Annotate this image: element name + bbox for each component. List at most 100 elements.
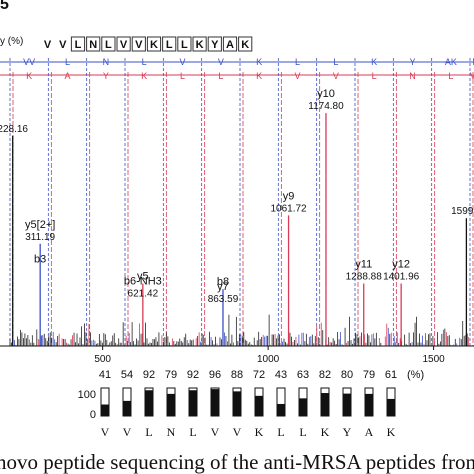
confidence-bar-fill [387, 398, 395, 416]
confidence-residue: V [101, 425, 110, 439]
spectrum-plot: 228.16115.08b3y5[2+]311.19y5b6-NH3621.42… [0, 88, 474, 346]
y-ladder-residue: N [103, 57, 110, 67]
peak-ion-label: b6-NH3 [124, 276, 162, 288]
b-ladder-residue: L [218, 71, 223, 81]
confidence-scale-high: 100 [78, 389, 96, 401]
sequence-residue-box [86, 36, 101, 52]
peak-mz-label: 311.19 [25, 232, 55, 243]
b-ladder-residue: L [180, 71, 185, 81]
sequence-residue: L [166, 39, 173, 51]
confidence-bar-fill [189, 390, 197, 416]
sequence-residue-box [222, 36, 238, 52]
y-ladder-residue: L [295, 57, 300, 67]
confidence-residue: N [167, 425, 176, 439]
peak-ion-label: y12 [392, 259, 410, 271]
peak-mz-label: 1288.88 [346, 272, 383, 283]
confidence-score: 63 [297, 369, 309, 381]
header-prefix-text: y (%) [0, 36, 24, 47]
header-prefix: y (%) [0, 36, 23, 47]
y-ladder-residue: L [142, 57, 147, 67]
peak-ion-label: y9 [283, 190, 295, 202]
sequence-residue: K [150, 39, 158, 51]
confidence-score: 80 [341, 369, 353, 381]
sequence-residue-box [238, 36, 253, 52]
b-ladder-residue: K [141, 71, 147, 81]
b-ladder-residue: K [26, 71, 32, 81]
confidence-residue: K [255, 425, 264, 439]
sequence-residue-box [207, 36, 222, 52]
b-ladder-residue: V [294, 71, 300, 81]
peak-ion-label: y11 [355, 259, 372, 271]
confidence-score: 79 [165, 369, 177, 381]
confidence-residue: A [365, 425, 374, 439]
sequence-residue: N [89, 39, 97, 51]
confidence-score: 96 [209, 369, 221, 381]
confidence-bar-fill [145, 390, 153, 416]
sequence-residue: A [226, 39, 234, 51]
confidence-score: 54 [121, 369, 133, 381]
b-ladder-residue: L [372, 71, 377, 81]
y-ladder-residue: L [333, 57, 338, 67]
confidence-bar-fill [211, 389, 219, 416]
confidence-bar-fill [233, 391, 241, 416]
figure-caption: novo peptide sequencing of the anti-MRSA… [0, 452, 474, 474]
confidence-panel: 41 V 54 V 92 L 79 N 92 L 96 V 88 V 72 K 43 L 63 L 82 K 80 Y 79 A 6… [78, 369, 424, 439]
sequence-residue: K [241, 39, 249, 51]
peak-mz-label: 1401.96 [383, 272, 420, 283]
sequence-residue: Y [211, 39, 219, 51]
sequence-residue: L [75, 39, 82, 51]
sequence-residue-box [146, 36, 162, 52]
y-ladder-residue: K [256, 57, 262, 67]
peak-mz-label: 1174.80 [308, 101, 344, 112]
confidence-bar-fill [299, 398, 307, 416]
b-ladder-residue: N [409, 71, 416, 81]
b-ladder-residue: Y [103, 71, 109, 81]
sequence-residue-box [177, 36, 192, 52]
confidence-residue: L [299, 425, 306, 439]
peak-ion-label: b3 [34, 253, 46, 265]
confidence-residue: K [387, 425, 396, 439]
confidence-residue: K [321, 425, 330, 439]
y-ladder-residue: Y [409, 57, 415, 67]
b-ladder-residue: V [333, 71, 339, 81]
peak-mz-label: 228.16 [0, 124, 28, 135]
peak-ion-label: y7 [217, 281, 229, 293]
figure-label-text: 5 [0, 0, 9, 13]
sequence-residue-box [101, 36, 116, 52]
peak-ion-label: y5[2+] [25, 219, 55, 231]
sequence-residue: V [135, 39, 143, 51]
peak-ion-label: b8 [217, 276, 229, 288]
peak-mz-label: 1061.72 [270, 203, 307, 214]
y-ladder-residue: K [371, 57, 377, 67]
y-ladder-residue: VV [23, 57, 35, 67]
y-ladder-residue: AK [445, 57, 457, 67]
y-ladder-residue: V [179, 57, 185, 67]
x-tick-label: 1000 [257, 354, 280, 365]
confidence-score: 43 [275, 369, 287, 381]
sequence-residue: L [105, 39, 112, 51]
sequence-residue: K [196, 39, 204, 51]
confidence-residue: L [145, 425, 152, 439]
confidence-score: 61 [385, 369, 397, 381]
y-ladder-residue: V [218, 57, 224, 67]
sequence-residue-box [116, 36, 131, 52]
sequence-residue: L [181, 39, 188, 51]
confidence-bar-fill [167, 393, 175, 416]
peak-ion-label: y5 [137, 271, 149, 283]
confidence-bar-fill [255, 395, 263, 416]
b-ladder-residue: VV [470, 71, 474, 81]
confidence-residue: L [277, 425, 284, 439]
sequence-residue: V [120, 39, 128, 51]
sequence-residue-box [192, 36, 207, 52]
confidence-score: 92 [187, 369, 199, 381]
peak-mz-label: 621.42 [128, 289, 159, 300]
b-ladder-residue: L [448, 71, 453, 81]
confidence-score: 41 [99, 369, 111, 381]
confidence-unit: (%) [407, 369, 424, 381]
confidence-score: 92 [143, 369, 155, 381]
sequence-residue-box [70, 36, 86, 52]
confidence-residue: V [211, 425, 220, 439]
x-axis: 500 1000 1500 [0, 345, 474, 365]
